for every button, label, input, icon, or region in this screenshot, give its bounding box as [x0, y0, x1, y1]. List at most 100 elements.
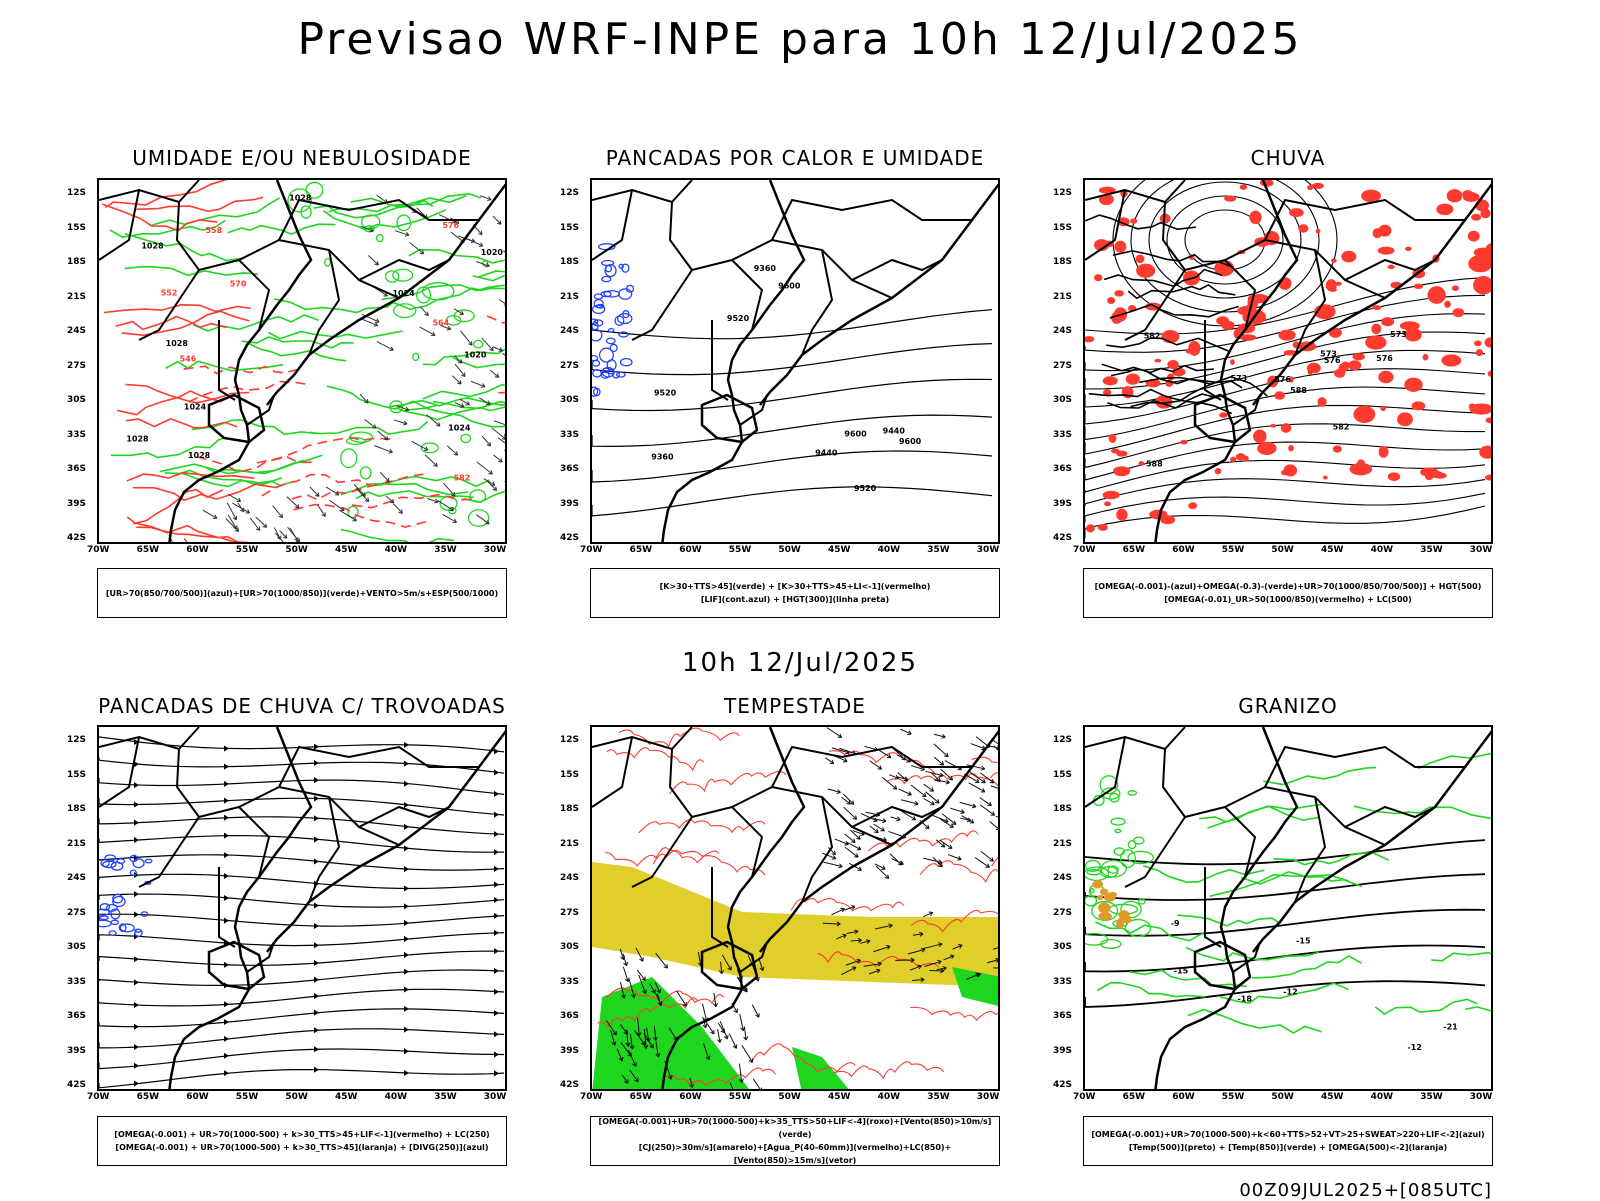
panel-umidade-field-contour	[136, 527, 248, 542]
panel-chuva-field-patch	[1442, 355, 1461, 366]
panel-pancadas-trovoadas-streamline-arrow	[404, 845, 409, 851]
panel-chuva-streamline	[1085, 314, 1485, 371]
panel-tempestade-wind-vector	[823, 862, 842, 868]
panel-chuva-field-patch	[1349, 361, 1361, 370]
panel-umidade-wind-vector	[420, 327, 435, 336]
panel-umidade-wind-vector	[317, 505, 325, 517]
panel-pancadas-trovoadas-lon-label: 40W	[385, 1092, 407, 1102]
forecast-date-label: 10h 12/Jul/2025	[0, 648, 1600, 678]
panel-chuva-field-patch	[1382, 318, 1394, 326]
panel-granizo-coastline	[1155, 727, 1297, 1091]
panel-chuva-field-patch	[1330, 288, 1337, 291]
panel-chuva-field-patch	[1358, 460, 1365, 467]
panel-chuva-field-patch	[1231, 457, 1236, 461]
panel-chuva-field-patch	[1287, 337, 1290, 340]
panel-pancadas-calor-contour-label: 9600	[844, 430, 867, 439]
panel-pancadas-trovoadas-streamline-arrow	[314, 923, 319, 929]
panel-pancadas-calor-lon-label: 45W	[828, 545, 850, 555]
panel-pancadas-calor-lon-label: 50W	[778, 545, 800, 555]
panel-granizo-field-contour	[1375, 999, 1477, 1014]
panel-umidade-contour-label: 582	[454, 474, 471, 483]
panel-umidade-wind-vector	[477, 462, 492, 474]
panel-umidade-wind-vector	[482, 436, 490, 446]
panel-granizo-field-patch	[1087, 870, 1101, 875]
panel-pancadas-trovoadas-lon-label: 35W	[434, 1092, 456, 1102]
panel-umidade-field-contour	[396, 403, 507, 419]
panel-chuva-field-patch	[1437, 204, 1453, 214]
panel-pancadas-trovoadas-streamline-arrow	[314, 760, 319, 766]
panel-pancadas-trovoadas-streamline-arrow	[224, 833, 229, 839]
panel-chuva-field-patch	[1258, 442, 1276, 454]
panel-umidade-lat-label: 21S	[67, 292, 86, 302]
panel-pancadas-trovoadas-lon-label: 65W	[137, 1092, 159, 1102]
panel-umidade-field-contour	[116, 316, 227, 329]
panel-umidade-field-contour	[104, 305, 251, 313]
panel-pancadas-calor-field-patch	[592, 329, 602, 340]
panel-pancadas-trovoadas-field-patch	[111, 920, 118, 924]
panel-umidade-wind-vector	[310, 487, 319, 497]
panel-umidade-field-contour	[257, 437, 393, 463]
panel-pancadas-calor-state-border	[712, 320, 728, 400]
model-run-info: 00Z09JUL2025+[085UTC]	[1239, 1180, 1492, 1201]
panel-chuva-lon-label: 60W	[1172, 545, 1194, 555]
panel-umidade-wind-vector	[492, 428, 506, 439]
panel-umidade-lat-label: 42S	[67, 533, 86, 543]
panel-tempestade-title: TEMPESTADE	[570, 694, 1020, 718]
panel-umidade-field-contour	[207, 455, 323, 473]
panel-umidade-wind-vector	[476, 515, 489, 524]
panel-pancadas-trovoadas-field-patch	[145, 859, 152, 863]
panel-chuva-field-patch	[1139, 462, 1143, 466]
panel-pancadas-trovoadas-streamline-arrow	[134, 1081, 139, 1087]
panel-pancadas-trovoadas-coastline	[169, 727, 311, 1091]
panel-tempestade-wind-vector	[623, 967, 629, 982]
panel-granizo-contour-label: -15	[1296, 937, 1311, 946]
panel-pancadas-trovoadas-legend: [OMEGA(-0.001) + UR>70(1000-500) + k>30_…	[97, 1116, 507, 1166]
panel-granizo-lon-label: 70W	[1073, 1092, 1095, 1102]
panel-tempestade-wind-vector	[845, 847, 858, 857]
panel-chuva-lon-label: 55W	[1222, 545, 1244, 555]
panel-granizo-lon-label: 60W	[1172, 1092, 1194, 1102]
panel-tempestade-wind-vector	[847, 842, 861, 850]
panel-umidade-title: UMIDADE E/OU NEBULOSIDADE	[77, 146, 527, 170]
panel-umidade-wind-vector	[493, 216, 501, 224]
panel-granizo-field-contour	[1273, 853, 1389, 865]
panel-pancadas-trovoadas-streamline-arrow	[134, 782, 139, 788]
panel-umidade-wind-vector	[490, 370, 499, 377]
panel-pancadas-trovoadas-streamline	[99, 970, 504, 985]
panel-tempestade-lat-label: 21S	[560, 839, 579, 849]
panel-chuva-field-patch	[1421, 468, 1438, 476]
panel-chuva-field-patch	[1085, 337, 1094, 342]
panel-chuva-field-patch	[1485, 338, 1493, 347]
panel-umidade-wind-vector	[184, 539, 194, 544]
panel-chuva-lat-label: 18S	[1053, 257, 1072, 267]
panel-pancadas-trovoadas-streamline-arrow	[314, 858, 319, 864]
panel-chuva-field-patch	[1476, 350, 1482, 356]
panel-pancadas-trovoadas-streamline-arrow	[494, 948, 499, 954]
panel-chuva-field-patch	[1468, 231, 1479, 240]
panel-chuva-contour-label: 576	[1376, 354, 1393, 363]
panel-tempestade-wind-vector	[825, 758, 833, 764]
panel-umidade-field-patch	[393, 269, 413, 281]
panel-pancadas-trovoadas-streamline-arrow	[224, 815, 229, 821]
panel-granizo-lat-label: 15S	[1053, 770, 1072, 780]
panel-pancadas-calor-lat-label: 42S	[560, 533, 579, 543]
panel-tempestade-lat-label: 42S	[560, 1080, 579, 1090]
panel-chuva-field-patch	[1316, 229, 1319, 233]
panel-tempestade-lat-label: 12S	[560, 735, 579, 745]
panel-chuva-field-patch	[1254, 430, 1266, 442]
panel-umidade-wind-vector	[502, 353, 507, 362]
panel-umidade-wind-vector	[395, 231, 409, 236]
panel-tempestade-lat-label: 36S	[560, 1011, 579, 1021]
panel-umidade-field-contour	[341, 530, 454, 545]
panel-umidade-contour-label: 1028	[166, 339, 189, 348]
panel-pancadas-trovoadas-streamline-arrow	[404, 742, 409, 748]
panel-umidade-field-patch	[361, 467, 371, 479]
panel-pancadas-calor-contour-label: 9360	[754, 264, 777, 273]
panel-pancadas-trovoadas-streamline-arrow	[404, 1070, 409, 1076]
panel-granizo-contour-label: -9	[1171, 919, 1180, 928]
panel-pancadas-trovoadas-field-patch	[130, 870, 136, 875]
panel-pancadas-calor-lon-label: 70W	[580, 545, 602, 555]
panel-umidade-contour-label: 552	[161, 289, 178, 298]
